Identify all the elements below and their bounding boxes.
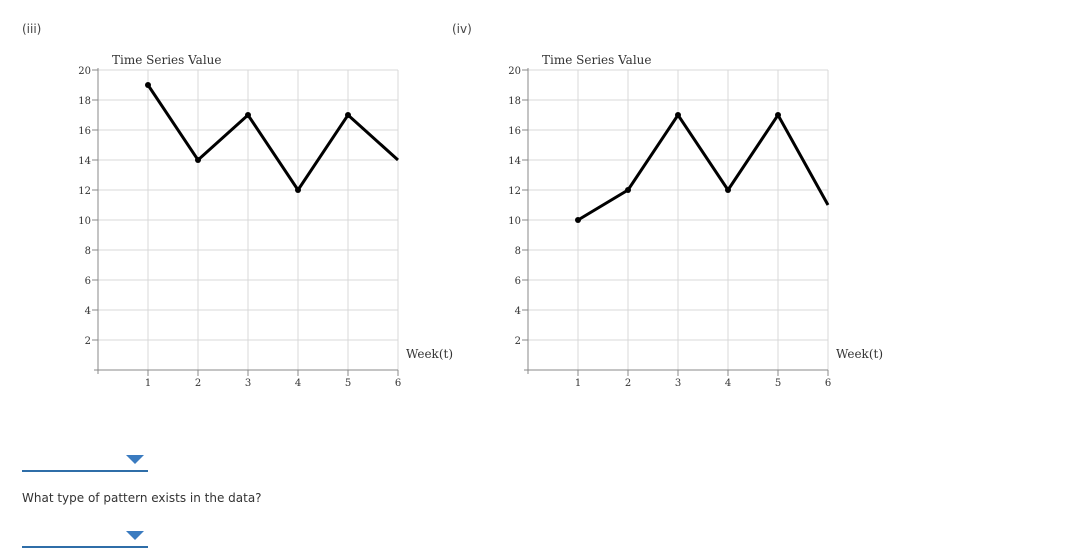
x-tick-label: 3 — [245, 378, 251, 389]
pattern-dropdown-1[interactable] — [22, 448, 148, 472]
data-point — [345, 112, 351, 118]
x-tick-label: 4 — [295, 378, 301, 389]
chevron-down-icon — [126, 531, 144, 540]
panel-label-iv: (iv) — [452, 22, 472, 36]
pattern-dropdown-2[interactable] — [22, 524, 148, 548]
x-tick-label: 2 — [195, 378, 201, 389]
y-tick-label: 6 — [515, 276, 521, 287]
data-point — [625, 187, 631, 193]
question-text: What type of pattern exists in the data? — [22, 491, 262, 505]
y-tick-label: 14 — [78, 156, 91, 167]
x-tick-label: 1 — [145, 378, 151, 389]
x-tick-label: 5 — [345, 378, 351, 389]
data-point — [675, 112, 681, 118]
x-axis-label: Week(t) — [836, 347, 883, 361]
series-line — [146, 84, 400, 193]
y-tick-label: 4 — [85, 306, 91, 317]
y-tick-label: 20 — [508, 66, 521, 77]
data-point — [195, 157, 201, 163]
x-tick-label: 1 — [575, 378, 581, 389]
y-axis-label: Time Series Value — [112, 53, 222, 67]
y-tick-label: 12 — [78, 186, 91, 197]
y-tick-label: 18 — [508, 96, 521, 107]
data-point — [775, 112, 781, 118]
data-point — [725, 187, 731, 193]
x-tick-label: 4 — [725, 378, 731, 389]
y-tick-label: 16 — [78, 126, 91, 137]
y-tick-label: 20 — [78, 66, 91, 77]
x-tick-label: 6 — [395, 378, 401, 389]
y-tick-label: 2 — [515, 336, 521, 347]
y-tick-label: 8 — [85, 246, 91, 257]
y-tick-label: 14 — [508, 156, 521, 167]
x-tick-label: 2 — [625, 378, 631, 389]
x-axis-label: Week(t) — [406, 347, 453, 361]
y-tick-label: 10 — [508, 216, 521, 227]
grid — [98, 69, 399, 370]
y-tick-label: 18 — [78, 96, 91, 107]
data-point — [145, 82, 151, 88]
x-tick-label: 6 — [825, 378, 831, 389]
series-line — [577, 112, 830, 222]
data-point — [295, 187, 301, 193]
chevron-down-icon — [126, 455, 144, 464]
panel-label-iii: (iii) — [22, 22, 42, 36]
y-tick-label: 8 — [515, 246, 521, 257]
y-tick-label: 4 — [515, 306, 521, 317]
data-point — [245, 112, 251, 118]
x-tick-label: 3 — [675, 378, 681, 389]
y-tick-label: 10 — [78, 216, 91, 227]
y-tick-label: 12 — [508, 186, 521, 197]
y-axis-label: Time Series Value — [542, 53, 652, 67]
data-point — [575, 217, 581, 223]
x-tick-label: 5 — [775, 378, 781, 389]
y-tick-label: 6 — [85, 276, 91, 287]
y-tick-label: 2 — [85, 336, 91, 347]
y-tick-label: 16 — [508, 126, 521, 137]
